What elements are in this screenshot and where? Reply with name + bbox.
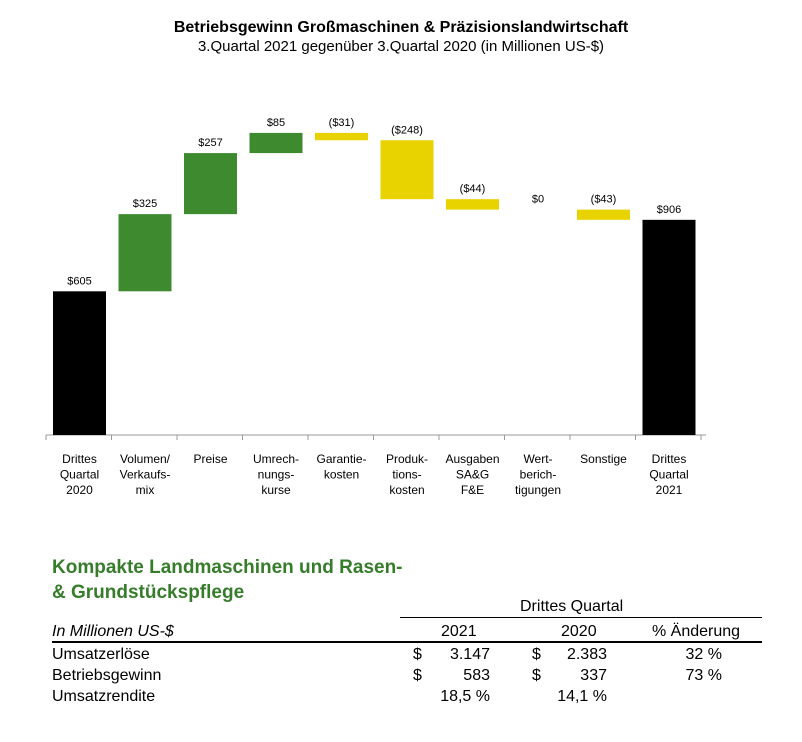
value-2021: 18,5 %	[440, 688, 490, 705]
chart-title: Betriebsgewinn Großmaschinen & Präzision…	[173, 19, 629, 36]
category-label-3: Preise	[193, 452, 227, 466]
data-label-3: $257	[198, 137, 222, 149]
unit-label: In Millionen US-$	[52, 623, 174, 640]
col-header-2021: 2021	[441, 623, 477, 640]
row-label: Umsatzrendite	[52, 688, 156, 705]
category-label-4: Umrech-nungs-kurse	[253, 452, 299, 497]
data-label-10: $906	[657, 204, 681, 216]
category-label-7: Ausgaben SA&G F&E	[445, 452, 499, 497]
data-label-7: ($44)	[460, 183, 486, 195]
data-label-5: ($31)	[329, 117, 355, 129]
category-label-1: Drittes Quartal 2020	[60, 452, 99, 497]
data-label-1: $605	[67, 275, 91, 287]
value-change: 73 %	[685, 667, 722, 684]
category-label-8: Wert-berich-tigungen	[515, 452, 561, 497]
row-label: Betriebsgewinn	[52, 667, 162, 684]
bar-7	[446, 199, 499, 210]
category-label-9: Sonstige	[580, 452, 627, 466]
currency-2021: $	[413, 667, 422, 684]
currency-2020: $	[532, 667, 541, 684]
value-change: 32 %	[685, 646, 722, 663]
value-2020: 337	[580, 667, 607, 684]
data-label-4: $85	[267, 117, 285, 129]
bar-3	[184, 153, 237, 215]
col-header-2020: 2020	[561, 623, 597, 640]
header-rule	[52, 641, 762, 643]
value-2021: 3.147	[449, 646, 490, 663]
col-header-change: % Änderung	[652, 623, 741, 640]
data-label-8: $0	[532, 194, 544, 206]
data-label-6: ($248)	[391, 124, 423, 136]
section-title: Kompakte Landmaschinen und Rasen- & Grun…	[52, 557, 403, 603]
bar-1	[53, 291, 106, 435]
currency-2021: $	[413, 646, 422, 663]
group-header: Drittes Quartal	[520, 598, 624, 615]
bar-6	[380, 140, 434, 200]
bar-4	[249, 132, 303, 154]
chart-subtitle: 3.Quartal 2021 gegenüber 3.Quartal 2020 …	[197, 38, 605, 55]
value-2020: 14,1 %	[557, 688, 607, 705]
value-2021: 583	[463, 667, 490, 684]
bar-10	[642, 219, 696, 435]
category-label-6: Produk-tions-kosten	[386, 452, 428, 497]
bar-9	[577, 209, 630, 220]
data-label-2: $325	[133, 198, 157, 210]
category-label-2: Volumen/Verkaufs-mix	[120, 452, 171, 497]
value-2020: 2.383	[566, 646, 607, 663]
row-label: Umsatzerlöse	[52, 646, 150, 663]
data-label-9: ($43)	[591, 194, 617, 206]
category-label-10: Drittes Quartal 2021	[649, 452, 688, 497]
waterfall-chart: $605 Drittes Quartal 2020 $325 Volumen/Verkau…	[45, 117, 706, 497]
category-label-5: Garantie-kosten	[316, 452, 366, 482]
bar-2	[118, 214, 172, 292]
bar-5	[315, 132, 368, 141]
currency-2020: $	[532, 646, 541, 663]
group-header-rule	[400, 617, 762, 618]
